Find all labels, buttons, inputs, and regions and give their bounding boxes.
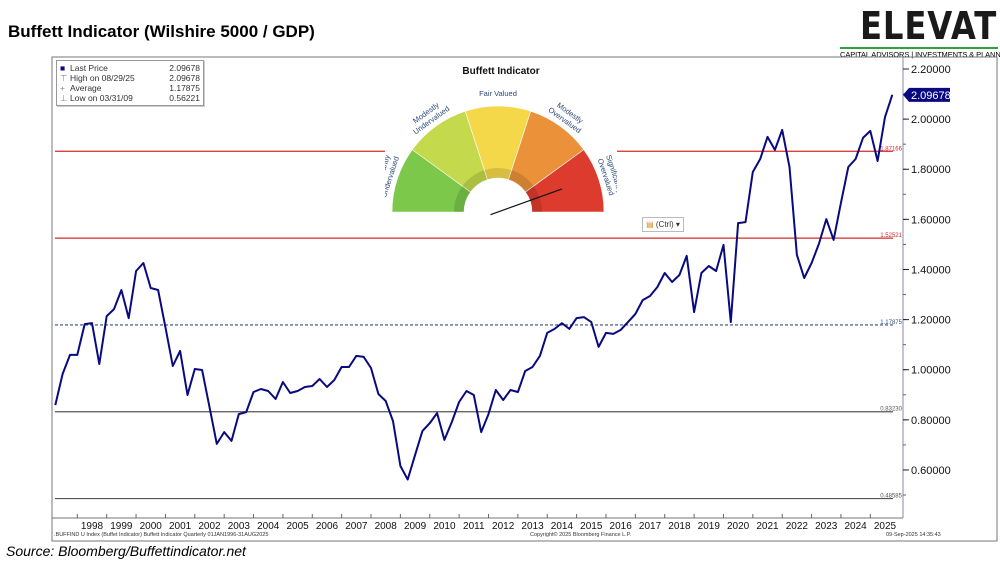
ctrl-label: (Ctrl) ▾ bbox=[655, 220, 680, 229]
gauge-inner-band bbox=[508, 170, 534, 193]
legend-value: 1.17875 bbox=[169, 83, 200, 93]
legend-label: Average bbox=[70, 83, 102, 93]
gauge-inner-band bbox=[454, 186, 471, 212]
x-tick-label: 2012 bbox=[492, 521, 515, 532]
last-price-badge bbox=[903, 87, 950, 102]
x-tick-label: 2022 bbox=[786, 521, 809, 532]
reference-line-label: 0.83230 bbox=[880, 407, 902, 413]
x-tick-label: 2000 bbox=[140, 521, 163, 532]
square-icon: ■ bbox=[60, 63, 66, 73]
gauge-segment bbox=[525, 149, 605, 213]
logo-word: ELEVATE bbox=[860, 4, 1000, 48]
legend-value: 2.09678 bbox=[169, 73, 200, 83]
gauge-inner-band bbox=[462, 170, 488, 193]
x-tick-label: 2015 bbox=[580, 521, 603, 532]
x-tick-label: 2004 bbox=[257, 521, 280, 532]
legend-label: High on 08/29/25 bbox=[70, 73, 135, 83]
x-tick-label: 2002 bbox=[198, 521, 221, 532]
y-tick-label: 2.20000 bbox=[911, 64, 951, 76]
valuation-gauge: Buffett Indicator SignificantlyUndervalu… bbox=[385, 60, 617, 218]
y-tick-label: 0.60000 bbox=[911, 465, 951, 477]
x-tick-label: 2025 bbox=[874, 521, 897, 532]
average-marker-icon: + bbox=[60, 83, 65, 93]
x-tick-label: 2001 bbox=[169, 521, 192, 532]
y-tick-label: 0.80000 bbox=[911, 415, 951, 427]
x-tick-label: 2020 bbox=[727, 521, 750, 532]
x-tick-label: 1999 bbox=[110, 521, 133, 532]
x-tick-label: 2009 bbox=[404, 521, 427, 532]
x-tick-label: 2003 bbox=[228, 521, 251, 532]
source-note: Source: Bloomberg/Buffettindicator.net bbox=[6, 543, 246, 559]
gauge-inner-band bbox=[484, 168, 512, 180]
elevate-logo: ELEVATE CAPITAL ADVISORS | INVESTMENTS &… bbox=[838, 4, 1000, 60]
x-tick-label: 2006 bbox=[316, 521, 339, 532]
legend-row-high: ⊤ High on 08/29/25 2.09678 bbox=[60, 73, 200, 83]
legend-row-low: ⊥ Low on 03/31/09 0.56221 bbox=[60, 93, 200, 103]
x-tick-label: 2017 bbox=[639, 521, 662, 532]
high-marker-icon: ⊤ bbox=[60, 73, 68, 83]
legend-label: Low on 03/31/09 bbox=[70, 93, 133, 103]
reference-line-label: 1.52521 bbox=[880, 233, 902, 239]
y-tick-label: 1.20000 bbox=[911, 315, 951, 327]
x-tick-label: 2008 bbox=[375, 521, 398, 532]
clipboard-icon: ▤ bbox=[646, 220, 654, 229]
last-price-label: 2.09678 bbox=[911, 90, 951, 102]
legend-row-average: + Average 1.17875 bbox=[60, 83, 200, 93]
footer-copyright: Copyright© 2025 Bloomberg Finance L.P. bbox=[530, 532, 632, 538]
x-tick-label: 2018 bbox=[668, 521, 691, 532]
y-tick-label: 1.00000 bbox=[911, 365, 951, 377]
y-tick-label: 1.60000 bbox=[911, 214, 951, 226]
x-tick-label: 2019 bbox=[698, 521, 721, 532]
legend-value: 0.56221 bbox=[169, 93, 200, 103]
x-tick-label: 2005 bbox=[286, 521, 309, 532]
x-tick-label: 2021 bbox=[756, 521, 779, 532]
x-tick-label: 1998 bbox=[81, 521, 104, 532]
footer-timestamp: 09-Sep-2025 14:35:43 bbox=[886, 532, 941, 538]
chart-legend: ■ Last Price 2.09678 ⊤ High on 08/29/25 2.09… bbox=[56, 60, 204, 106]
gauge-title: Buffett Indicator bbox=[462, 66, 540, 77]
x-tick-label: 2014 bbox=[551, 521, 574, 532]
x-tick-label: 2013 bbox=[521, 521, 544, 532]
x-tick-label: 2024 bbox=[844, 521, 867, 532]
logo-subtitle: CAPITAL ADVISORS | INVESTMENTS & PLANNIN… bbox=[840, 50, 1000, 59]
logo-underline bbox=[840, 47, 998, 49]
paste-options-button[interactable]: ▤ (Ctrl) ▾ bbox=[642, 217, 684, 232]
reference-line-label: 1.87166 bbox=[880, 146, 902, 152]
x-tick-label: 2010 bbox=[433, 521, 456, 532]
low-marker-icon: ⊥ bbox=[60, 93, 68, 103]
y-tick-label: 1.80000 bbox=[911, 164, 951, 176]
x-tick-label: 2023 bbox=[815, 521, 838, 532]
reference-line-label: 1.17875 bbox=[880, 320, 902, 326]
x-tick-label: 2016 bbox=[610, 521, 633, 532]
legend-value: 2.09678 bbox=[169, 63, 200, 73]
legend-label: Last Price bbox=[70, 63, 108, 73]
page-title: Buffett Indicator (Wilshire 5000 / GDP) bbox=[8, 22, 315, 41]
reference-line-label: 0.48585 bbox=[880, 494, 902, 500]
gauge-needle bbox=[490, 188, 563, 216]
legend-row-last-price: ■ Last Price 2.09678 bbox=[60, 63, 200, 73]
gauge-graphic: SignificantlyUndervaluedModestlyUnderval… bbox=[385, 89, 617, 216]
y-tick-label: 2.00000 bbox=[911, 114, 951, 126]
y-tick-label: 1.40000 bbox=[911, 264, 951, 276]
x-tick-label: 2007 bbox=[345, 521, 368, 532]
chart-frame bbox=[51, 56, 998, 542]
x-tick-label: 2011 bbox=[463, 521, 485, 532]
gauge-segment-label: Fair Valued bbox=[479, 89, 517, 98]
footer-index-info: .BUFFIND U Index (Buffet Indicator) Buff… bbox=[54, 532, 269, 538]
